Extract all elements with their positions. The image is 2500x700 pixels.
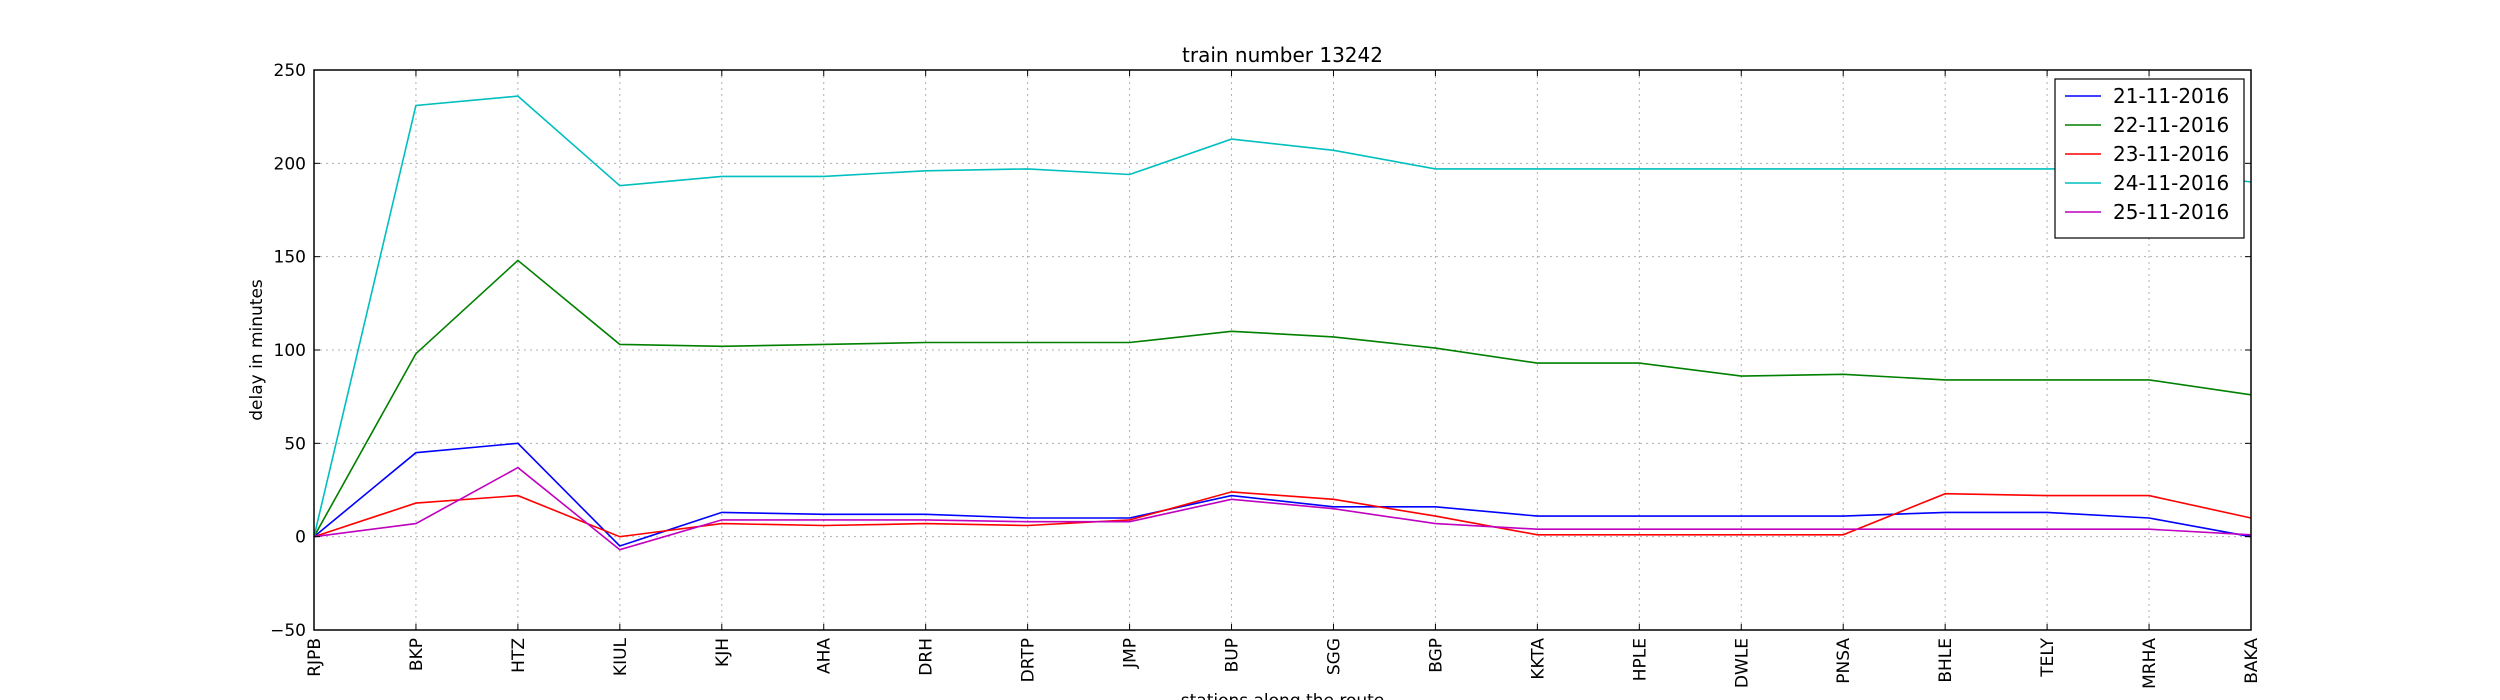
series-line-1 [313,442,2252,547]
x-tick-label: KIUL [611,637,631,676]
x-tick-label: RJPB [305,638,325,677]
x-tick-label: JMP [1121,638,1141,669]
x-axis: RJPB BKP HTZ KIUL KJH AHA DRH DRTP JMP BUP SGG BGP K… [305,70,2262,689]
plot-frame [313,69,2252,631]
x-tick-label: BKP [407,638,427,671]
y-axis-title: delay in minutes [247,279,267,421]
x-tick-label: HTZ [509,638,529,673]
x-tick-label: KKTA [1528,638,1548,680]
y-axis: −50 0 50 100 150 200 250 [270,61,2251,641]
series-line-4 [313,95,2252,537]
legend-label: 22-11-2016 [2113,113,2229,137]
y-tick-label: 100 [274,341,306,361]
series-line-5 [313,466,2252,551]
x-tick-label: AHA [815,638,835,674]
y-tick-label: 0 [295,528,306,548]
x-tick-label: BHLE [1936,638,1956,683]
x-tick-label: HPLE [1630,638,1650,681]
x-tick-label: BGP [1426,638,1446,673]
legend-label: 23-11-2016 [2113,142,2229,166]
x-tick-label: MRHA [2140,638,2160,689]
x-axis-title: stations along the route [1181,691,1385,700]
series-line-3 [313,491,2252,538]
x-tick-label: KJH [713,638,733,667]
legend-label: 21-11-2016 [2113,84,2229,108]
y-tick-label: 50 [284,434,306,454]
legend-label: 24-11-2016 [2113,171,2229,195]
y-tick-label: 150 [274,248,306,268]
x-tick-label: BAKA [2242,638,2262,684]
x-tick-label: DRH [917,638,937,676]
legend-label: 25-11-2016 [2113,200,2229,224]
series-line-2 [313,259,2252,538]
x-tick-label: BUP [1223,638,1243,672]
grid [314,70,2251,630]
x-tick-label: DRTP [1019,638,1039,682]
x-tick-label: TELY [2038,637,2058,677]
x-tick-label: SGG [1324,638,1344,675]
y-tick-label: 200 [274,154,306,174]
x-tick-label: DWLE [1732,638,1752,688]
legend: 21-11-2016 22-11-2016 23-11-2016 24-11-2016… [2054,78,2245,239]
chart-title: train number 13242 [1182,43,1383,67]
y-tick-label: −50 [270,621,306,641]
y-tick-label: 250 [274,61,306,81]
series-group [313,95,2252,551]
x-tick-label: PNSA [1834,638,1854,684]
